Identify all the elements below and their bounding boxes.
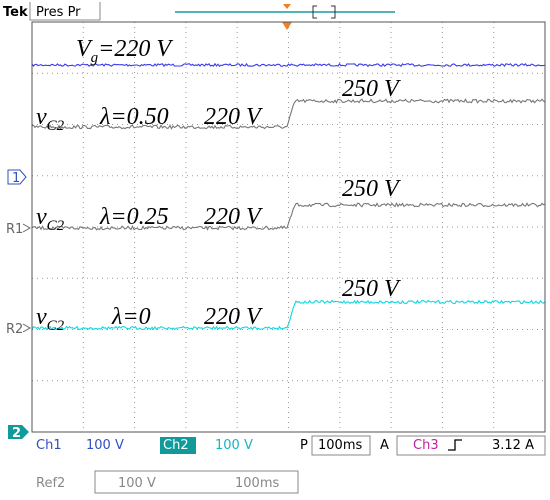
trace1-after: 250 V: [342, 76, 401, 102]
ch2-scale: 100 V: [215, 438, 253, 453]
brand: Tek: [3, 5, 28, 20]
trigger-level: 3.12 A: [492, 438, 534, 453]
ref-name: Ref2: [36, 476, 65, 491]
trace2-before: 220 V: [204, 204, 263, 230]
trace1-symbol: vC2: [36, 104, 65, 134]
trigger-slope: [448, 439, 462, 451]
acq-mode: Pres Pr: [36, 5, 81, 20]
waveform: [31, 202, 546, 231]
timebase-label: P: [300, 438, 308, 453]
trace2-symbol: vC2: [36, 204, 65, 234]
ref-timebase: 100ms: [235, 476, 279, 491]
trace3-before: 220 V: [204, 304, 263, 330]
ref-scale: 100 V: [118, 476, 156, 491]
ch2-label: Ch2: [163, 438, 189, 453]
trace3-after: 250 V: [342, 276, 401, 302]
traces: [31, 62, 546, 331]
ch2-box: [160, 437, 196, 454]
ch1-scale: 100 V: [86, 438, 124, 453]
marker-label: R1: [6, 222, 23, 237]
waveform: [31, 299, 546, 331]
timebase-box: [311, 435, 371, 456]
trace1-before: 220 V: [204, 104, 263, 130]
trigger-marker: [282, 22, 292, 30]
marker-label: R2: [6, 322, 23, 337]
trigger-box: [396, 435, 546, 456]
vg-label: Vg=220 V: [76, 36, 173, 66]
waveform: [31, 98, 546, 130]
ref1-arrow: [22, 223, 32, 233]
trace2-lambda: λ=0.25: [99, 204, 169, 230]
ref-box: [94, 470, 299, 494]
trace3-symbol: vC2: [36, 304, 65, 334]
trace3-lambda: λ=0: [111, 304, 151, 330]
waveform: [31, 62, 546, 68]
screen-border: [31, 21, 546, 433]
ch2-marker: [8, 425, 29, 439]
trace2-after: 250 V: [342, 176, 401, 202]
timebase: 100ms: [318, 438, 362, 453]
ch1-label: Ch1: [36, 438, 62, 453]
trigger-source: Ch3: [413, 438, 439, 453]
ch1-marker: [7, 169, 27, 185]
trigger-mode: A: [380, 438, 389, 453]
marker-label: 2: [12, 426, 21, 441]
marker-label: 1: [12, 171, 20, 186]
view-bracket: [312, 5, 336, 19]
trace1-lambda: λ=0.50: [99, 104, 169, 130]
mode-box: [29, 2, 101, 21]
graticule: [32, 22, 545, 432]
trigger-position: [283, 4, 291, 9]
ref2-arrow: [22, 323, 32, 333]
